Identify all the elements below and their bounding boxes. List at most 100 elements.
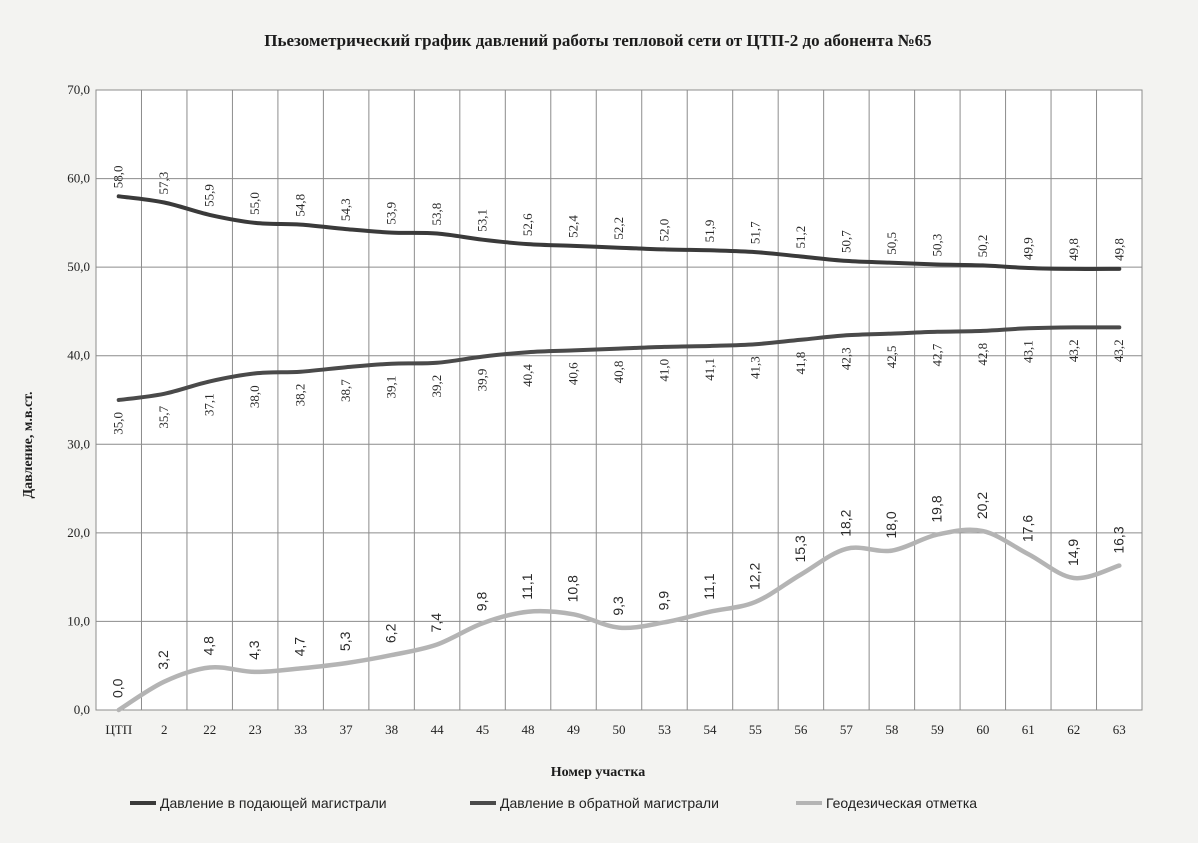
x-tick-label: 55 <box>749 722 762 737</box>
supply-pressure-data-label: 52,0 <box>656 219 671 242</box>
geodetic-elevation-data-label: 7,4 <box>428 613 444 633</box>
x-tick-label: 59 <box>931 722 944 737</box>
geodetic-elevation-data-label: 18,2 <box>837 509 853 536</box>
x-tick-label: 53 <box>658 722 671 737</box>
return-pressure-data-label: 43,2 <box>1066 339 1081 362</box>
return-pressure-data-label: 42,5 <box>884 346 899 369</box>
return-pressure-data-label: 41,8 <box>793 352 808 375</box>
x-tick-label: 60 <box>976 722 989 737</box>
supply-pressure-data-label: 51,9 <box>702 220 717 243</box>
legend-label-geodetic-elevation: Геодезическая отметка <box>826 795 977 811</box>
supply-pressure-data-label: 50,2 <box>975 235 990 258</box>
geodetic-elevation-data-label: 0,0 <box>110 678 126 698</box>
return-pressure-line <box>116 325 1122 402</box>
return-pressure-data-label: 41,0 <box>656 359 671 382</box>
y-tick-label: 20,0 <box>67 525 90 540</box>
supply-pressure-data-label: 51,2 <box>793 226 808 249</box>
supply-pressure-data-label: 57,3 <box>156 172 171 195</box>
return-pressure-data-label: 38,7 <box>338 379 353 402</box>
geodetic-elevation-data-label: 19,8 <box>928 495 944 522</box>
geodetic-elevation-data-label: 14,9 <box>1065 539 1081 566</box>
x-tick-label: 57 <box>840 722 854 737</box>
return-pressure-data-label: 42,8 <box>975 343 990 366</box>
return-pressure-data-label: 41,1 <box>702 358 717 381</box>
supply-pressure-line <box>116 194 1122 271</box>
supply-pressure-data-label: 49,9 <box>1020 237 1035 260</box>
geodetic-elevation-data-label: 11,1 <box>519 573 535 599</box>
supply-pressure-data-label: 55,0 <box>247 192 262 215</box>
legend-label-supply-pressure: Давление в подающей магистрали <box>160 795 387 811</box>
geodetic-elevation-data-label: 4,8 <box>201 636 217 656</box>
y-axis-label: Давление, м.в.ст. <box>21 391 36 498</box>
geodetic-elevation-data-label: 15,3 <box>792 535 808 562</box>
geodetic-elevation-data-label: 20,2 <box>974 492 990 519</box>
geodetic-elevation-data-label: 9,9 <box>655 591 671 611</box>
return-pressure-data-label: 35,7 <box>156 405 171 428</box>
geodetic-elevation-data-label: 10,8 <box>565 575 581 602</box>
return-pressure-data-label: 43,2 <box>1111 339 1126 362</box>
supply-pressure-data-label: 55,9 <box>202 184 217 207</box>
x-tick-label: 22 <box>203 722 216 737</box>
supply-pressure-data-label: 58,0 <box>111 166 126 189</box>
x-tick-label: 33 <box>294 722 307 737</box>
x-tick-label: 38 <box>385 722 398 737</box>
y-tick-label: 40,0 <box>67 348 90 363</box>
return-pressure-data-label: 39,2 <box>429 375 444 398</box>
supply-pressure-data-label: 50,3 <box>929 234 944 257</box>
x-tick-label: 37 <box>340 722 354 737</box>
supply-pressure-data-label: 54,8 <box>293 194 308 217</box>
return-pressure-data-label: 38,2 <box>293 384 308 407</box>
return-pressure-data-label: 39,1 <box>384 376 399 399</box>
return-pressure-data-label: 40,4 <box>520 364 535 387</box>
return-pressure-data-label: 35,0 <box>111 412 126 435</box>
supply-pressure-data-label: 52,4 <box>566 215 581 238</box>
geodetic-elevation-data-label: 18,0 <box>883 511 899 538</box>
y-tick-label: 70,0 <box>67 82 90 97</box>
x-tick-label: 48 <box>522 722 535 737</box>
geodetic-elevation-data-label: 5,3 <box>337 631 353 651</box>
geodetic-elevation-data-label: 12,2 <box>746 562 762 589</box>
supply-pressure-data-label: 51,7 <box>747 221 762 244</box>
return-pressure-data-label: 40,8 <box>611 361 626 384</box>
y-tick-label: 50,0 <box>67 259 90 274</box>
x-axis-label: Номер участка <box>551 765 646 780</box>
return-pressure-data-label: 40,6 <box>566 362 581 385</box>
supply-pressure-data-label: 49,8 <box>1066 238 1081 261</box>
x-tick-label: 56 <box>794 722 808 737</box>
x-tick-label: 63 <box>1113 722 1126 737</box>
supply-pressure-data-label: 53,8 <box>429 203 444 226</box>
x-tick-label: 23 <box>249 722 262 737</box>
x-tick-label: 45 <box>476 722 489 737</box>
x-tick-label: 54 <box>703 722 717 737</box>
supply-pressure-data-label: 53,1 <box>475 209 490 232</box>
supply-pressure-data-label: 50,5 <box>884 232 899 255</box>
geodetic-elevation-data-label: 9,8 <box>474 592 490 612</box>
supply-pressure-data-label: 53,9 <box>384 202 399 225</box>
return-pressure-data-label: 42,7 <box>929 343 944 366</box>
y-tick-label: 60,0 <box>67 171 90 186</box>
legend: Давление в подающей магистрали Давление в… <box>130 795 977 811</box>
x-tick-label: 62 <box>1067 722 1080 737</box>
supply-pressure-data-label: 52,2 <box>611 217 626 240</box>
supply-pressure-data-label: 49,8 <box>1111 238 1126 261</box>
y-tick-label: 30,0 <box>67 436 90 451</box>
y-tick-label: 0,0 <box>74 702 90 717</box>
geodetic-elevation-data-label: 3,2 <box>155 650 171 670</box>
geodetic-elevation-data-label: 16,3 <box>1110 526 1126 553</box>
geodetic-elevation-data-label: 11,1 <box>701 573 717 599</box>
supply-pressure-data-label: 50,7 <box>838 230 853 253</box>
y-tick-label: 10,0 <box>67 613 90 628</box>
return-pressure-data-label: 41,3 <box>747 356 762 379</box>
geodetic-elevation-line <box>116 527 1122 713</box>
return-pressure-data-label: 39,9 <box>475 369 490 392</box>
x-tick-label: 49 <box>567 722 580 737</box>
geodetic-elevation-data-label: 6,2 <box>383 623 399 643</box>
legend-label-return-pressure: Давление в обратной магистрали <box>500 795 719 811</box>
x-tick-label: 50 <box>613 722 626 737</box>
return-pressure-data-label: 37,1 <box>202 393 217 416</box>
return-pressure-data-label: 38,0 <box>247 385 262 408</box>
chart-title: Пьезометрический график давлений работы … <box>264 31 931 50</box>
plot-area <box>95 89 1143 711</box>
x-tick-label: 58 <box>885 722 898 737</box>
